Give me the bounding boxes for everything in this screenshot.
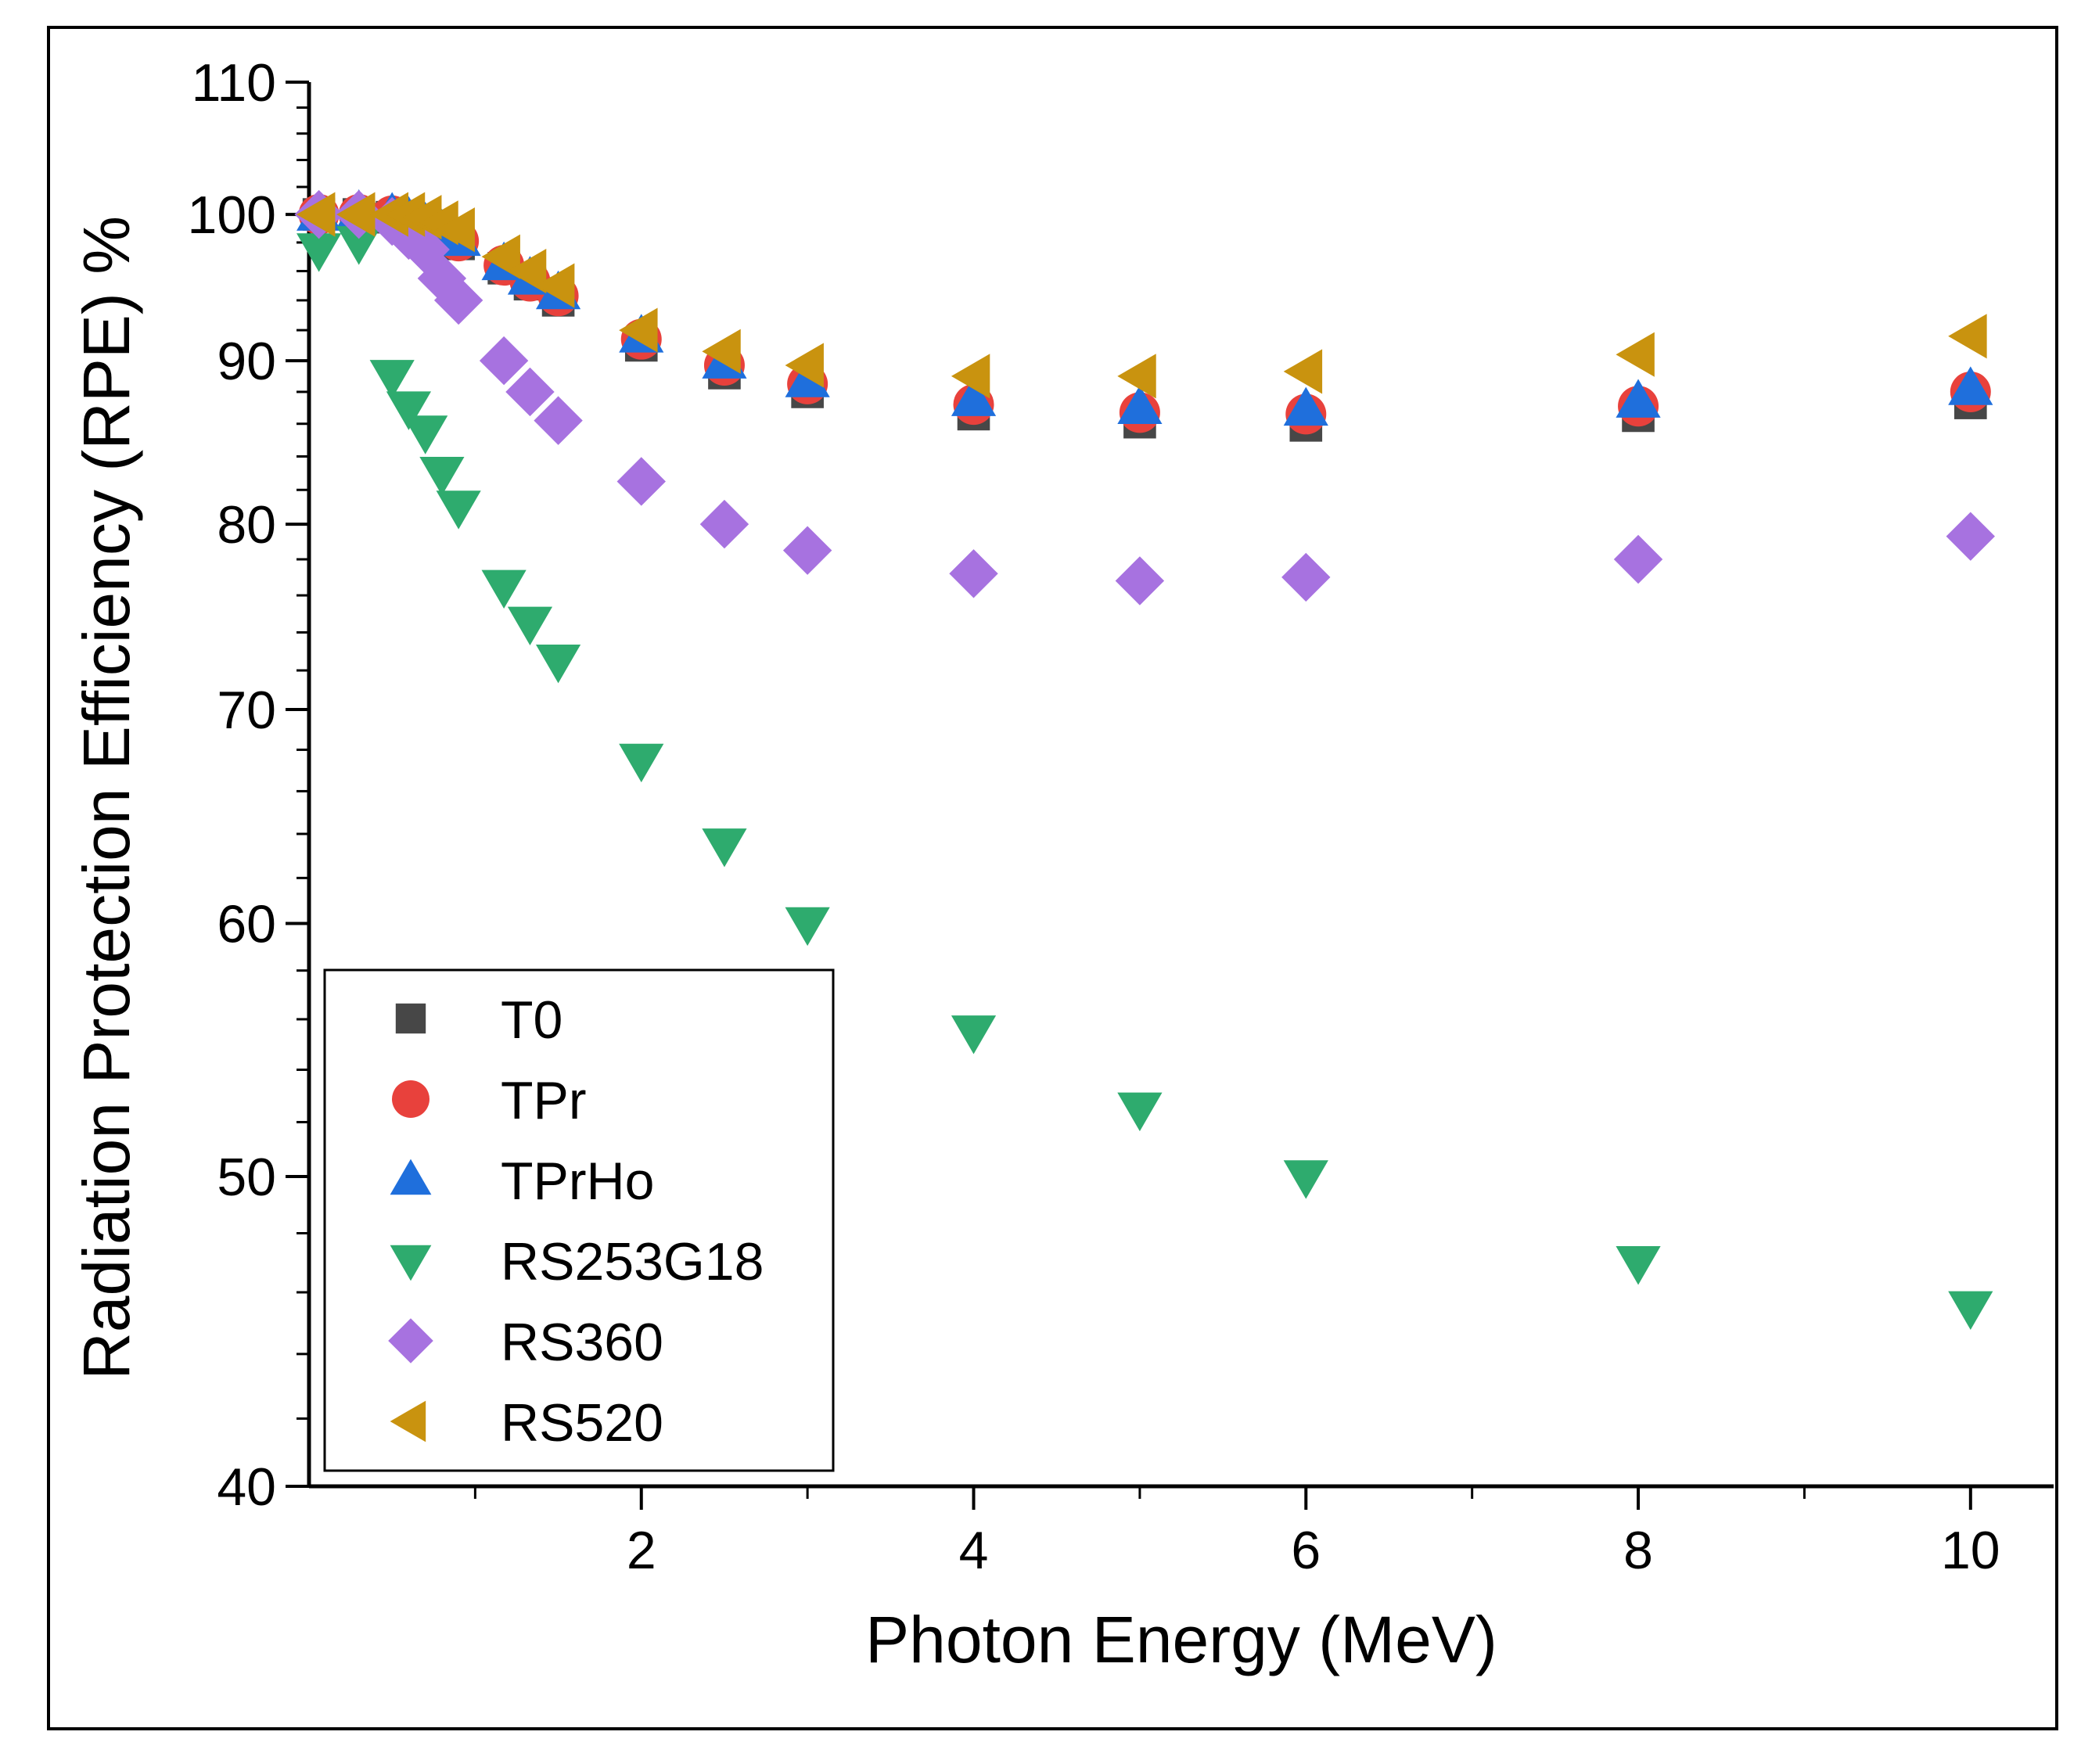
legend-item-tpr: TPr bbox=[392, 1071, 587, 1130]
y-tick-label: 70 bbox=[217, 681, 276, 740]
point-tprho bbox=[1948, 366, 1993, 405]
series-rs360 bbox=[294, 189, 1996, 605]
point-rs520 bbox=[785, 343, 824, 388]
point-rs360 bbox=[1115, 556, 1165, 605]
legend-marker-rs253g18 bbox=[390, 1245, 432, 1281]
point-rs360 bbox=[1946, 512, 1996, 561]
point-rs360 bbox=[433, 275, 483, 325]
point-rs520 bbox=[1616, 332, 1655, 377]
point-rs360 bbox=[1281, 552, 1331, 602]
legend-marker-tprho bbox=[390, 1159, 432, 1195]
point-rs253g18 bbox=[386, 391, 432, 430]
legend-label-tpr: TPr bbox=[501, 1071, 587, 1130]
legend-label-tprho: TPrHo bbox=[501, 1151, 654, 1211]
figure-border bbox=[47, 26, 2058, 1730]
point-rs253g18 bbox=[507, 606, 553, 646]
legend-marker-rs520 bbox=[390, 1400, 426, 1442]
legend-label-rs520: RS520 bbox=[501, 1393, 663, 1453]
legend-marker-t0 bbox=[395, 1003, 426, 1034]
point-rs520 bbox=[481, 234, 520, 279]
point-rs253g18 bbox=[951, 1015, 997, 1054]
point-rs253g18 bbox=[1948, 1291, 1993, 1330]
point-tprho bbox=[1283, 386, 1328, 426]
x-axis-title: Photon Energy (MeV) bbox=[865, 1603, 1497, 1676]
point-tprho bbox=[951, 377, 997, 416]
point-rs253g18 bbox=[619, 743, 664, 783]
legend-item-tprho: TPrHo bbox=[390, 1151, 654, 1211]
point-rs520 bbox=[1948, 314, 1987, 359]
point-rs360 bbox=[949, 549, 998, 598]
point-rs253g18 bbox=[1117, 1092, 1163, 1132]
legend-marker-tpr bbox=[392, 1080, 430, 1118]
legend-marker-rs360 bbox=[388, 1318, 433, 1363]
legend-item-rs360: RS360 bbox=[388, 1313, 663, 1372]
point-rs253g18 bbox=[702, 828, 747, 868]
point-rs520 bbox=[297, 192, 336, 237]
point-rs253g18 bbox=[785, 907, 830, 947]
point-rs520 bbox=[436, 207, 475, 253]
point-rs520 bbox=[1117, 354, 1156, 399]
legend: T0 TPr TPrHo RS253G18 RS360 RS520 bbox=[323, 968, 835, 1472]
legend-item-rs253g18: RS253G18 bbox=[390, 1232, 764, 1292]
point-rs520 bbox=[507, 248, 547, 294]
legend-item-rs520: RS520 bbox=[390, 1393, 663, 1453]
point-rs253g18 bbox=[297, 233, 342, 272]
legend-item-t0: T0 bbox=[395, 990, 562, 1050]
y-tick-label: 60 bbox=[217, 895, 276, 954]
x-tick-label: 2 bbox=[627, 1521, 656, 1580]
point-rs253g18 bbox=[419, 456, 465, 496]
point-rs360 bbox=[479, 336, 529, 386]
point-rs253g18 bbox=[481, 569, 527, 609]
point-rs253g18 bbox=[1616, 1246, 1661, 1285]
point-rs253g18 bbox=[1283, 1160, 1328, 1199]
point-rs520 bbox=[702, 329, 741, 374]
point-rs520 bbox=[535, 263, 575, 308]
x-tick-label: 4 bbox=[959, 1521, 989, 1580]
point-rs360 bbox=[505, 367, 555, 417]
y-tick-label: 100 bbox=[188, 185, 276, 245]
point-rs520 bbox=[386, 192, 426, 237]
y-tick-label: 80 bbox=[217, 495, 276, 555]
point-tprho bbox=[1616, 379, 1661, 418]
y-tick-label: 40 bbox=[217, 1457, 276, 1517]
y-tick-label: 50 bbox=[217, 1148, 276, 1207]
series-rs253g18 bbox=[297, 226, 1993, 1330]
legend-label-rs253g18: RS253G18 bbox=[501, 1232, 764, 1292]
point-rs360 bbox=[616, 457, 666, 506]
y-tick-label: 90 bbox=[217, 332, 276, 391]
point-rs253g18 bbox=[535, 644, 581, 684]
point-rs520 bbox=[619, 307, 658, 353]
plot-area: 40 50 60 70 80 90 100 110 2 4 6 8 10 bbox=[188, 53, 2054, 1580]
x-tick-label: 10 bbox=[1941, 1521, 2000, 1580]
point-rs520 bbox=[336, 192, 376, 237]
point-rs253g18 bbox=[369, 360, 415, 399]
y-tick-label: 110 bbox=[192, 53, 276, 113]
y-axis-title: Radiation Protection Efficiency (RPE) % bbox=[70, 216, 143, 1380]
point-rs520 bbox=[1283, 349, 1323, 394]
point-rs253g18 bbox=[436, 490, 481, 530]
point-tprho bbox=[1117, 385, 1163, 425]
legend-label-t0: T0 bbox=[501, 990, 562, 1050]
point-rs360 bbox=[1613, 534, 1663, 584]
point-rs360 bbox=[534, 396, 583, 445]
legend-box bbox=[323, 968, 835, 1472]
point-rs253g18 bbox=[403, 415, 448, 454]
point-rs360 bbox=[782, 526, 832, 575]
point-rs360 bbox=[699, 499, 749, 549]
x-tick-label: 8 bbox=[1623, 1521, 1653, 1580]
series-rs520 bbox=[297, 192, 1987, 399]
x-tick-label: 6 bbox=[1291, 1521, 1321, 1580]
legend-label-rs360: RS360 bbox=[501, 1313, 663, 1372]
point-rs520 bbox=[951, 354, 990, 399]
point-rs253g18 bbox=[336, 226, 382, 265]
